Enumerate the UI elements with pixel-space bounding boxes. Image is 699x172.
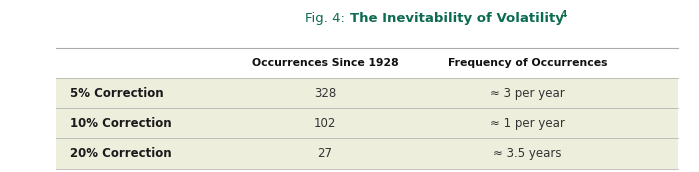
Text: 5% Correction: 5% Correction	[70, 87, 164, 100]
Text: Fig. 4:: Fig. 4:	[305, 12, 350, 25]
Text: The Inevitability of Volatility: The Inevitability of Volatility	[350, 12, 563, 25]
Text: 10% Correction: 10% Correction	[70, 117, 171, 130]
Text: ≈ 3.5 years: ≈ 3.5 years	[493, 147, 562, 160]
Text: 102: 102	[314, 117, 336, 130]
Text: ≈ 1 per year: ≈ 1 per year	[490, 117, 565, 130]
Bar	[56, 108, 678, 138]
Bar	[56, 138, 678, 169]
Bar	[56, 48, 678, 78]
Text: 328: 328	[314, 87, 336, 100]
Text: 4: 4	[561, 10, 567, 19]
Text: 27: 27	[317, 147, 333, 160]
Text: ≈ 3 per year: ≈ 3 per year	[491, 87, 565, 100]
Bar	[56, 78, 678, 108]
Text: Occurrences Since 1928: Occurrences Since 1928	[252, 58, 398, 68]
Text: Frequency of Occurrences: Frequency of Occurrences	[448, 58, 607, 68]
Text: 20% Correction: 20% Correction	[70, 147, 171, 160]
